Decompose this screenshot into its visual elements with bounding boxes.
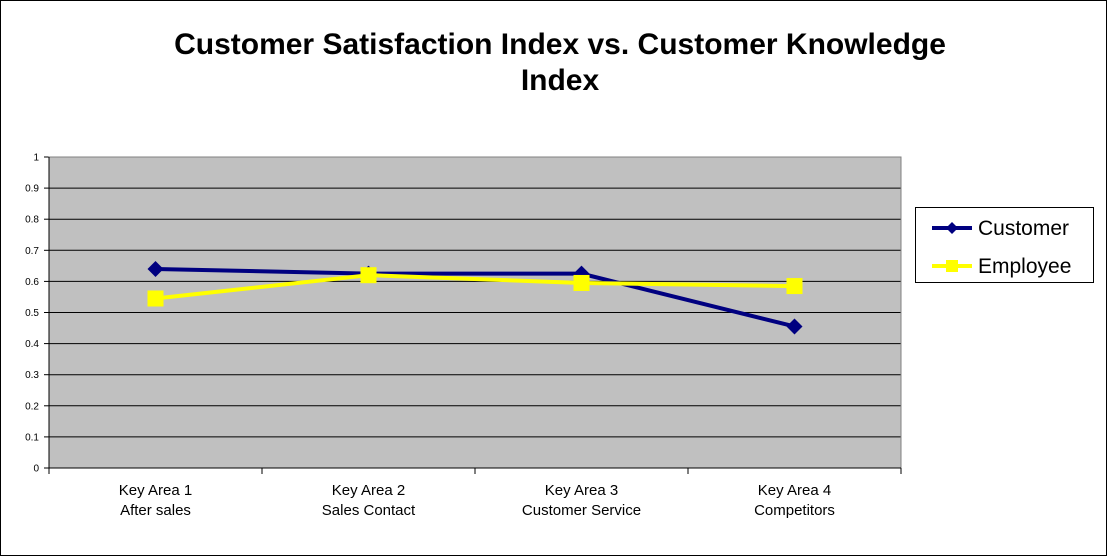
x-category-label-3-line-0: Key Area 4 xyxy=(758,482,831,499)
legend-swatch-employee xyxy=(932,260,972,272)
employee-point-2 xyxy=(360,267,377,284)
chart-title: Customer Satisfaction Index vs. Customer… xyxy=(1,27,1106,99)
y-tick-label-0: 0 xyxy=(33,464,39,475)
legend-swatch-customer xyxy=(932,222,972,234)
employee-point-4 xyxy=(786,278,803,295)
x-category-label-0-line-0: Key Area 1 xyxy=(119,482,192,499)
series-line-customer xyxy=(155,266,795,329)
y-tick-label-6: 0.6 xyxy=(25,277,39,288)
legend-entry-customer: Customer xyxy=(930,213,1095,243)
y-tick-label-7: 0.7 xyxy=(25,246,39,257)
y-tick-label-5: 0.5 xyxy=(25,308,39,319)
x-category-label-0-line-1: After sales xyxy=(120,502,191,519)
legend-marker-employee xyxy=(946,260,958,272)
x-category-label-3-line-1: Competitors xyxy=(754,502,835,519)
x-category-label-2-line-1: Customer Service xyxy=(522,502,641,519)
y-tick-label-3: 0.3 xyxy=(25,370,39,381)
y-tick-label-10: 1 xyxy=(33,153,39,164)
employee-point-1 xyxy=(147,290,164,307)
y-tick-label-2: 0.2 xyxy=(25,401,39,412)
legend-marker-customer xyxy=(946,222,958,234)
y-tick-label-8: 0.8 xyxy=(25,215,39,226)
legend-entry-employee: Employee xyxy=(930,251,1095,281)
customer-point-4 xyxy=(786,318,803,335)
x-category-label-1-line-1: Sales Contact xyxy=(322,502,416,519)
x-category-label-1-line-0: Key Area 2 xyxy=(332,482,405,499)
chart-title-line-1: Customer Satisfaction Index vs. Customer… xyxy=(174,28,946,61)
chart-title-line-2: Index xyxy=(520,64,600,97)
y-tick-label-4: 0.4 xyxy=(25,339,39,350)
x-category-labels: Key Area 1 After sales Key Area 2 Sales Con… xyxy=(119,482,835,519)
series-employee xyxy=(147,267,803,307)
axes xyxy=(44,156,902,474)
employee-point-3 xyxy=(573,274,590,291)
y-tick-labels: 0 0.1 0.2 0.3 0.4 0.5 0.6 0.7 0.8 0.9 1 xyxy=(25,153,39,475)
series-line-employee xyxy=(155,273,795,301)
customer-point-1 xyxy=(147,260,164,277)
y-tick-label-9: 0.9 xyxy=(25,184,39,195)
legend-label-employee: Employee xyxy=(978,255,1072,278)
x-category-label-2-line-0: Key Area 3 xyxy=(545,482,618,499)
legend: Customer Employee xyxy=(915,207,1094,283)
y-tick-label-1: 0.1 xyxy=(25,432,39,443)
series-layer xyxy=(147,260,803,335)
legend-label-customer: Customer xyxy=(978,217,1070,240)
